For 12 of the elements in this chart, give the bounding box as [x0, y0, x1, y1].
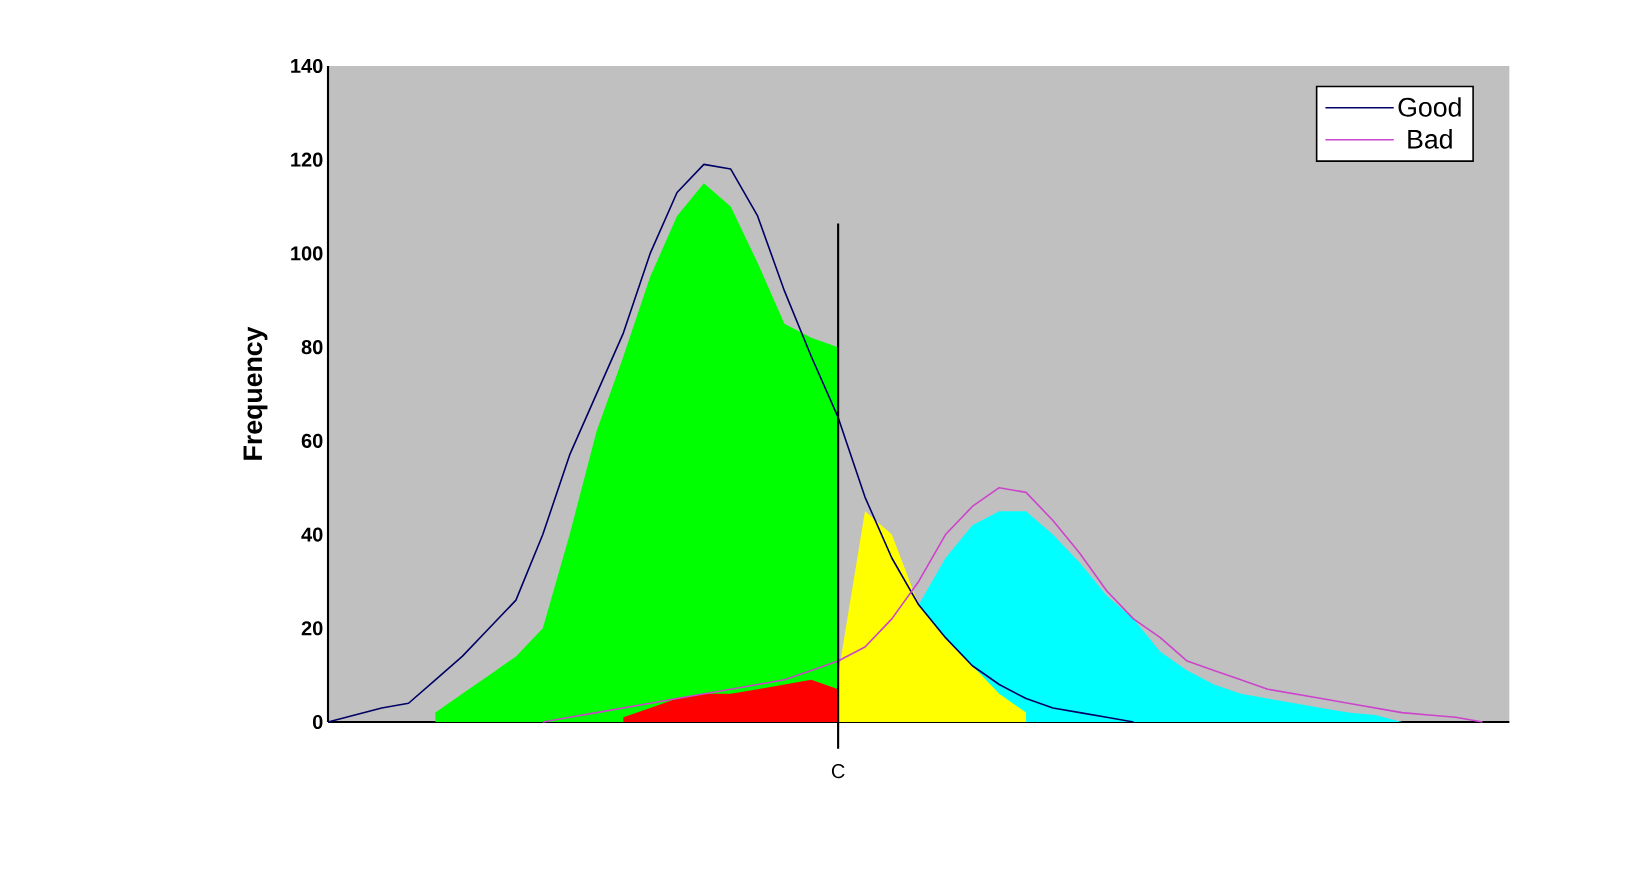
x-tick-label: C	[831, 764, 845, 779]
y-tick-label: 120	[291, 152, 323, 167]
legend-label: Good	[1398, 97, 1461, 117]
y-axis-title: Frequency	[243, 326, 268, 460]
y-tick-label: 140	[291, 58, 323, 74]
y-tick-label: 80	[301, 340, 323, 355]
y-tick-label: 0	[312, 714, 323, 730]
y-tick-label: 100	[291, 246, 323, 261]
y-tick-label: 40	[301, 527, 323, 542]
y-tick-label: 60	[301, 433, 323, 448]
legend-label: Bad	[1408, 129, 1452, 149]
y-tick-label: 20	[301, 621, 323, 636]
